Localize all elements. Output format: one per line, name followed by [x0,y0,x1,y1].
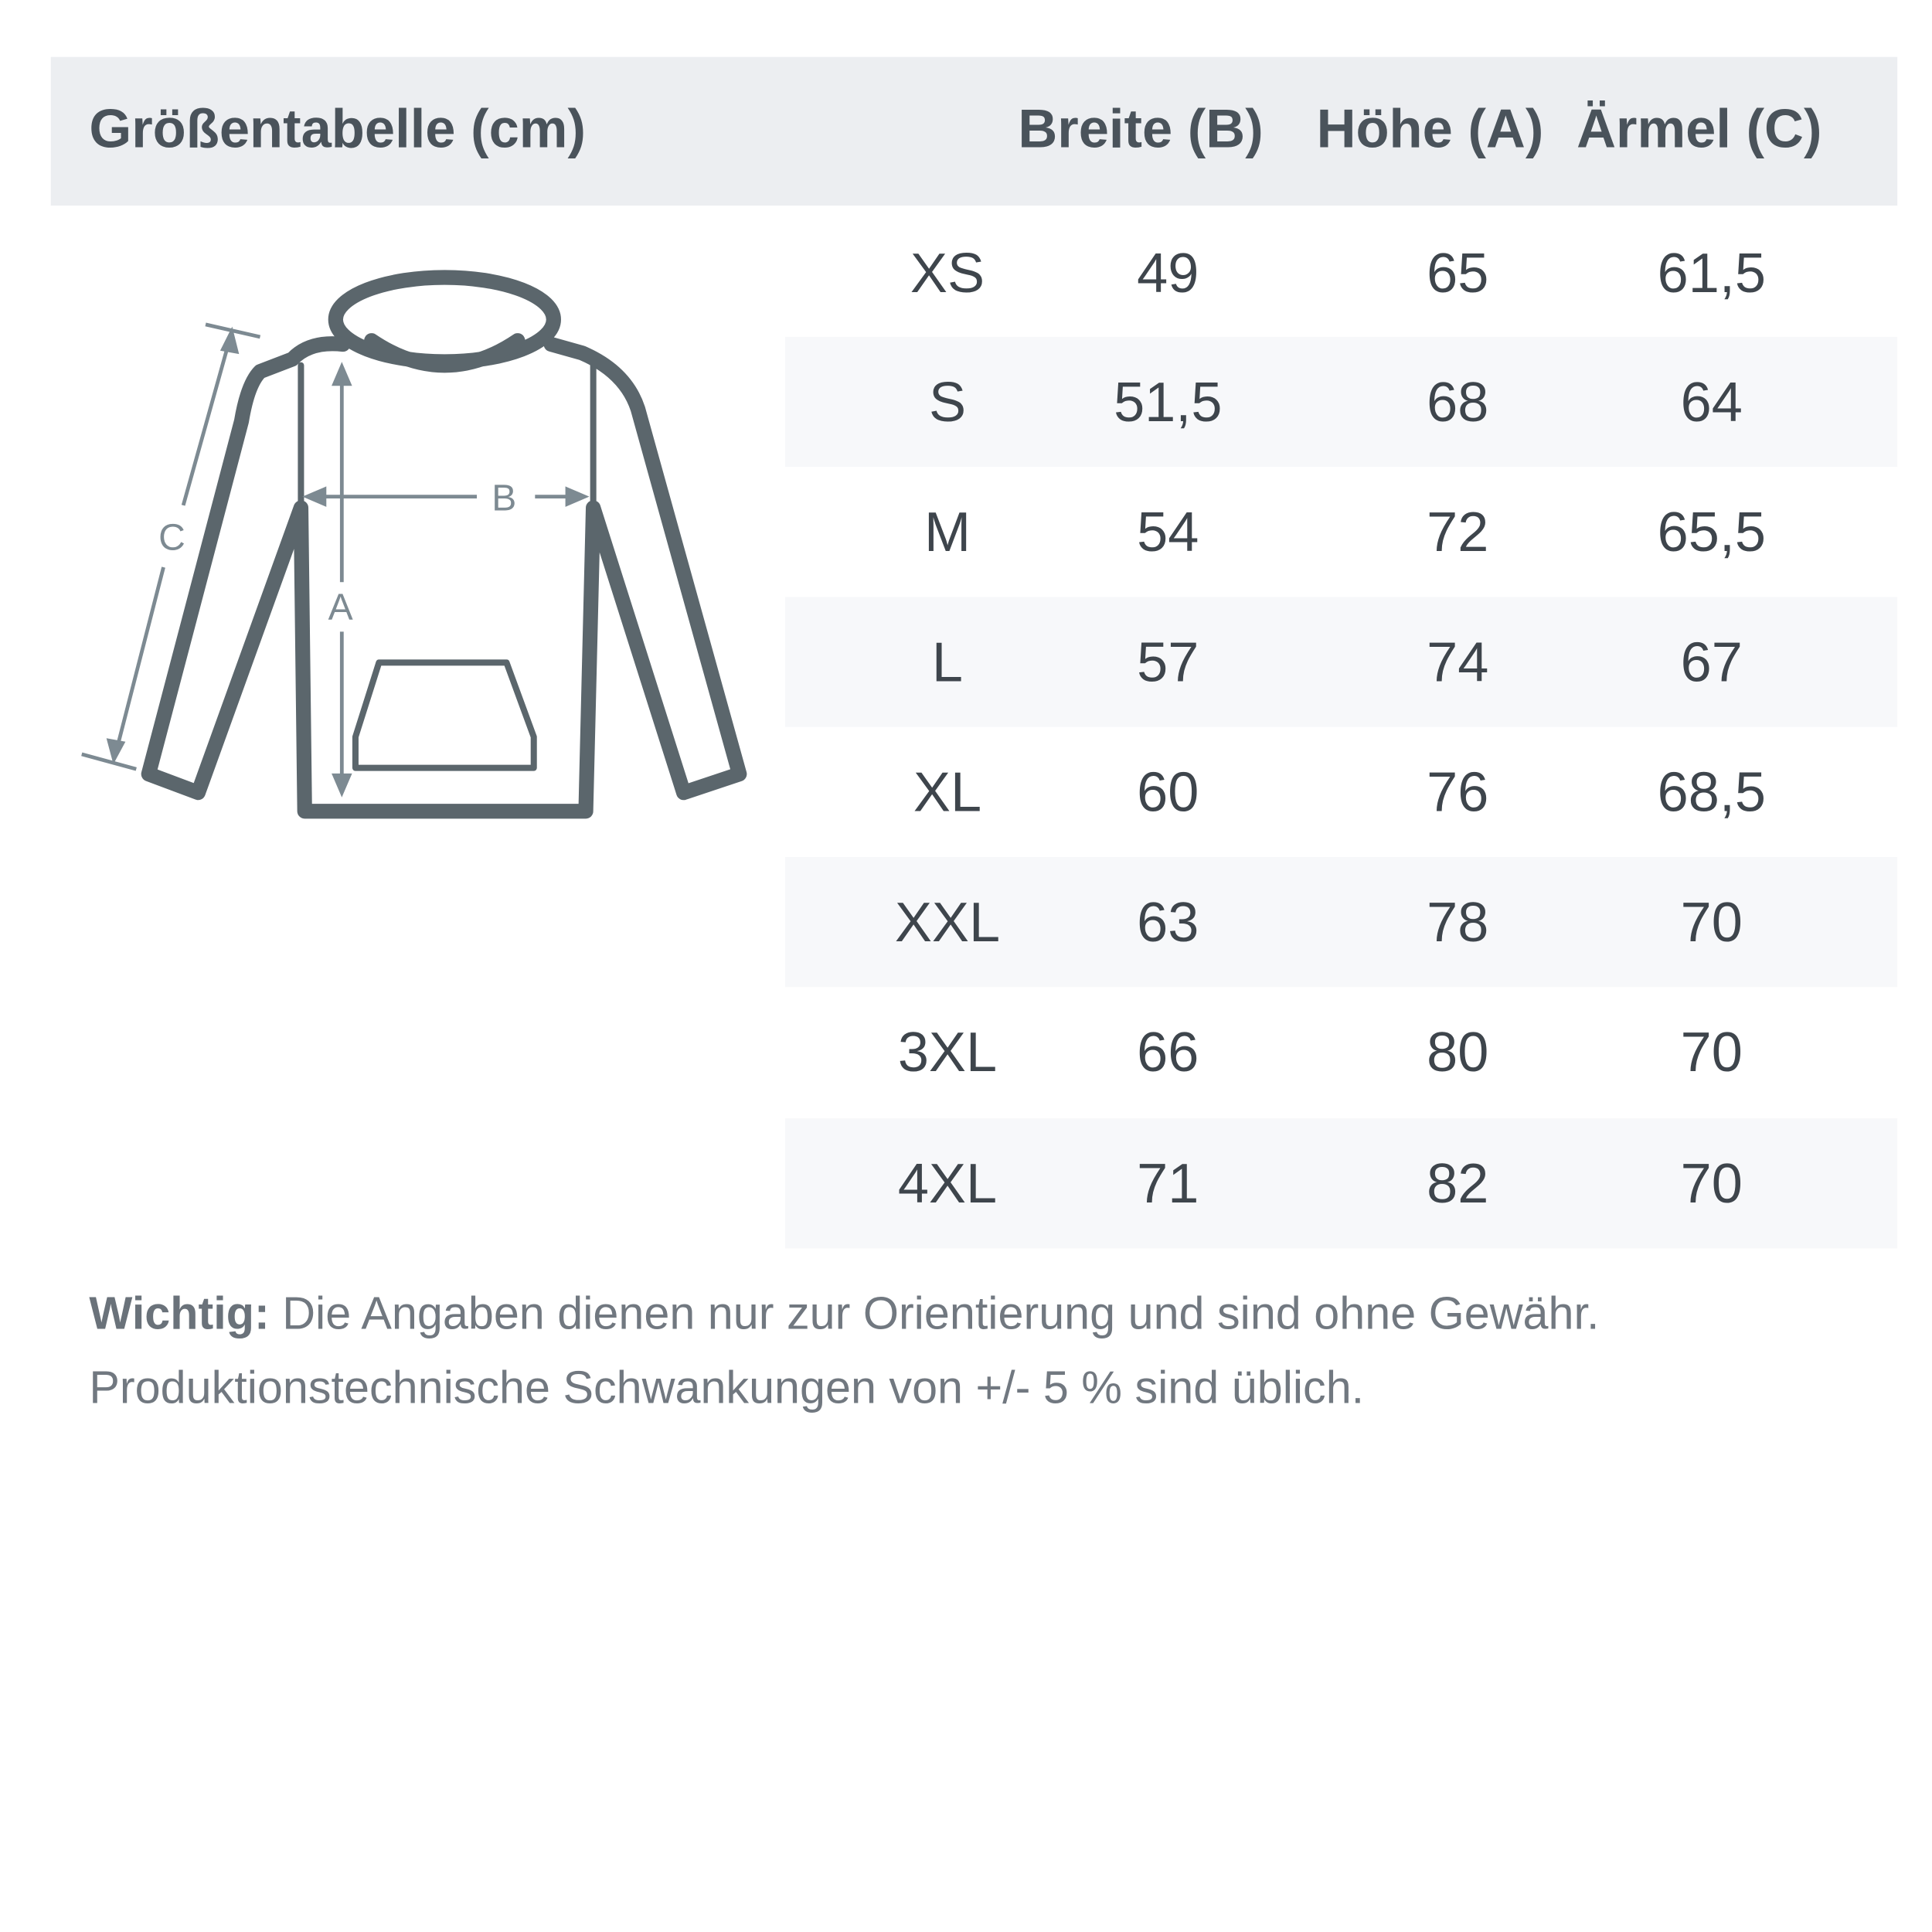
cell-size: XS [910,241,985,305]
cell-a: 65 [1427,241,1489,305]
cell-size: XL [913,760,982,824]
column-header-aermel: Ärmel (C) [1577,99,1822,160]
cell-b: 57 [1137,630,1199,694]
column-header-breite: Breite (B) [1018,99,1264,160]
cell-a: 76 [1427,760,1489,824]
cell-b: 71 [1137,1151,1199,1216]
table-row: M 54 72 65,5 [785,467,1897,597]
cell-a: 82 [1427,1151,1489,1216]
cell-a: 68 [1427,370,1489,434]
cell-a: 74 [1427,630,1489,694]
table-row: XXL 63 78 70 [785,856,1898,988]
cell-b: 60 [1137,760,1199,824]
cell-size: 4XL [897,1151,998,1216]
cell-a: 80 [1427,1020,1489,1084]
cell-b: 63 [1137,890,1199,954]
table-title: Größentabelle (cm) [89,99,586,160]
note-line-1: Wichtig: Die Angaben dienen nur zur Orie… [89,1288,1599,1340]
label-b: B [492,477,516,519]
cell-a: 72 [1427,500,1489,564]
cell-b: 51,5 [1114,370,1223,434]
table-row: 4XL 71 82 70 [785,1118,1898,1249]
note-label: Wichtig: [89,1287,270,1339]
cell-b: 49 [1137,241,1199,305]
cell-size: 3XL [897,1020,998,1084]
cell-c: 70 [1680,1151,1743,1216]
cell-c: 64 [1680,370,1743,434]
cell-c: 70 [1680,890,1743,954]
table-row: XS 49 65 61,5 [785,208,1897,338]
cell-b: 66 [1137,1020,1199,1084]
cell-c: 70 [1680,1020,1743,1084]
cell-size: S [928,370,967,434]
table-row: 3XL 66 80 70 [785,987,1897,1117]
table-row: S 51,5 68 64 [785,336,1898,468]
note-line-2: Produktionstechnische Schwankungen von +… [89,1362,1365,1413]
cell-c: 67 [1680,630,1743,694]
table-row: XL 60 76 68,5 [785,727,1897,857]
cell-c: 61,5 [1657,241,1766,305]
column-header-hoehe: Höhe (A) [1316,99,1544,160]
table-header: Größentabelle (cm) Breite (B) Höhe (A) Ä… [50,56,1898,206]
cell-size: M [923,500,971,564]
hoodie-outline-icon: B A C [81,270,747,819]
cell-b: 54 [1137,500,1199,564]
label-c: C [158,517,185,559]
cell-a: 78 [1427,890,1489,954]
note-text-1: Die Angaben dienen nur zur Orientierung … [282,1287,1600,1339]
table-row: L 57 74 67 [785,597,1898,727]
cell-size: XXL [894,890,1001,954]
label-a: A [328,586,353,628]
cell-size: L [931,630,964,694]
cell-c: 68,5 [1657,760,1766,824]
cell-c: 65,5 [1657,500,1766,564]
